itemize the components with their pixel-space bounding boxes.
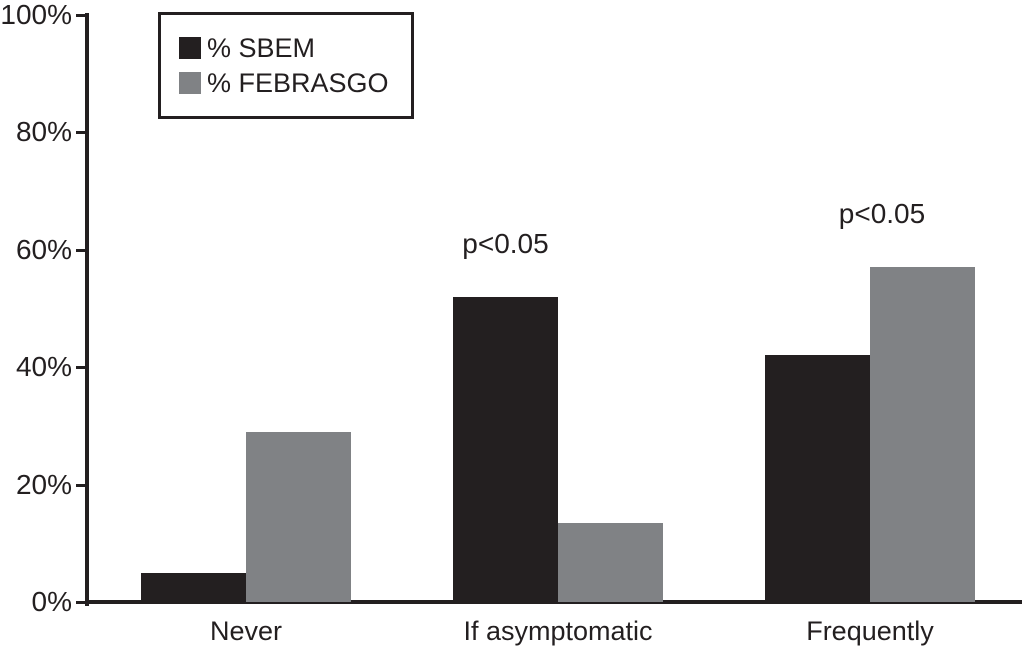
y-axis-tick: [76, 131, 88, 135]
bar-febrasgo: [558, 522, 663, 602]
legend-label: % FEBRASGO: [207, 68, 389, 98]
legend: % SBEM % FEBRASGO: [158, 12, 414, 119]
bar-febrasgo: [870, 267, 975, 602]
x-axis-category-label: Frequently: [806, 616, 934, 646]
y-axis-tick: [76, 14, 88, 17]
x-axis-category-label: Never: [209, 616, 283, 646]
y-axis-tick: [76, 366, 88, 370]
y-axis-tick: [76, 483, 88, 487]
bar-sbem: [453, 296, 558, 602]
legend-swatch-icon: [179, 72, 201, 94]
p-value-annotation: p<0.05: [462, 227, 549, 259]
bar-febrasgo: [246, 431, 351, 602]
y-axis-tick-label: 100%: [0, 0, 72, 30]
bar-sbem: [141, 572, 246, 602]
y-axis-tick: [76, 248, 88, 252]
y-axis-tick-label: 80%: [15, 116, 72, 148]
bar-sbem: [765, 355, 870, 602]
y-axis-tick: [76, 601, 88, 604]
y-axis-tick-label: 40%: [15, 351, 72, 383]
y-axis-line: [85, 13, 89, 606]
y-axis-tick-label: 0%: [31, 586, 72, 617]
legend-label: % SBEM: [207, 33, 316, 63]
legend-item: % SBEM: [179, 33, 389, 63]
legend-item: % FEBRASGO: [179, 68, 389, 98]
y-axis-tick-label: 20%: [15, 468, 72, 500]
legend-swatch-icon: [179, 37, 201, 59]
p-value-annotation: p<0.05: [838, 198, 926, 230]
y-axis-tick-label: 60%: [15, 233, 72, 265]
x-axis-line: [85, 600, 1022, 604]
x-axis-category-label: If asymptomatic: [463, 616, 653, 646]
